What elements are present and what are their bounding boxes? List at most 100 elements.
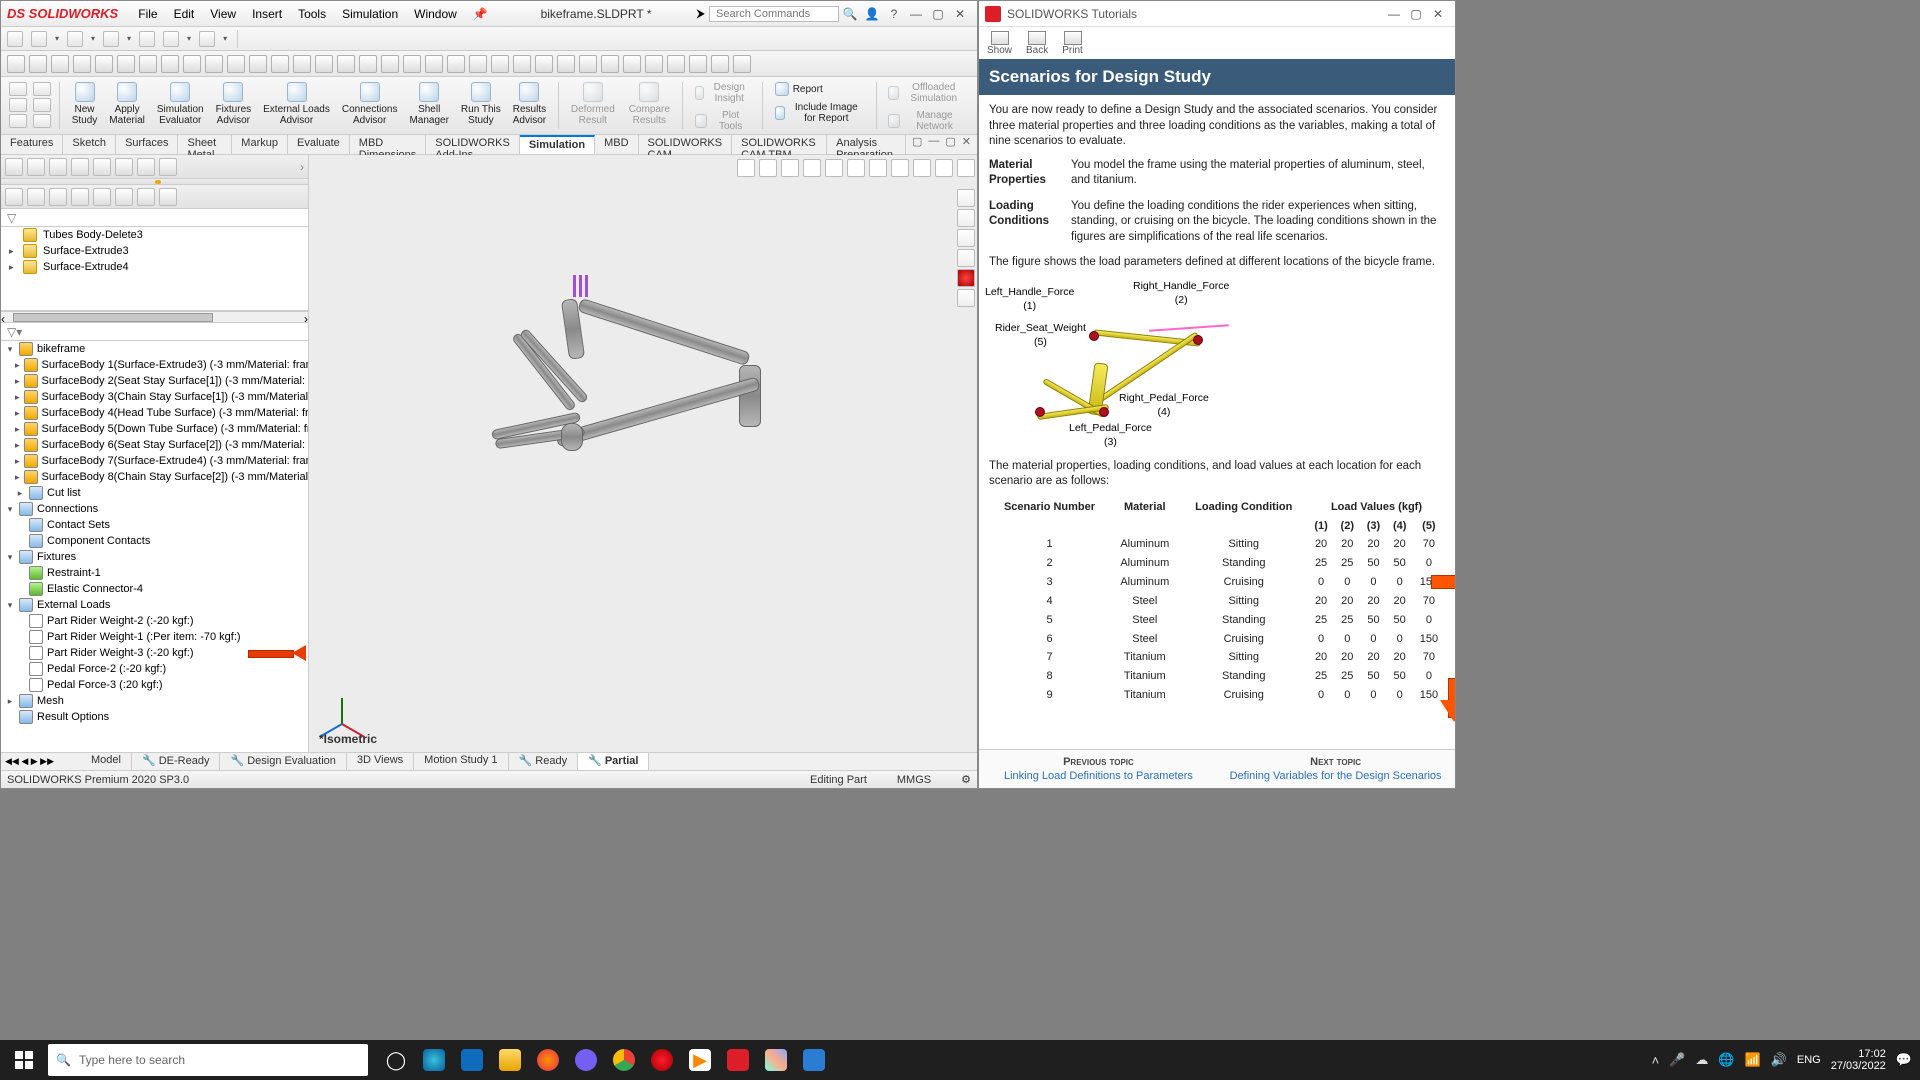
explorer-icon[interactable] (492, 1040, 528, 1080)
minimize-button[interactable]: — (905, 7, 927, 21)
rb-gear2-icon[interactable] (33, 114, 51, 128)
connections-node[interactable]: ▾Connections (1, 501, 308, 517)
tray-clock[interactable]: 17:02 27/03/2022 (1831, 1048, 1886, 1072)
tab-features[interactable]: Features (1, 135, 63, 154)
vp-icon[interactable] (891, 159, 909, 177)
load-node[interactable]: Part Rider Weight-3 (:-20 kgf:) (1, 645, 308, 661)
menu-simulation[interactable]: Simulation (334, 7, 406, 21)
pnl-icon[interactable] (137, 188, 155, 206)
pnl-icon[interactable] (159, 188, 177, 206)
tb-icon[interactable] (667, 55, 685, 73)
menu-view[interactable]: View (202, 7, 244, 21)
surface-body-node[interactable]: ▸SurfaceBody 6(Seat Stay Surface[2]) (-3… (1, 437, 308, 453)
mesh-node[interactable]: ▸Mesh (1, 693, 308, 709)
rb-home-icon[interactable] (9, 82, 27, 96)
rb-open-icon[interactable] (9, 114, 27, 128)
close-button[interactable]: ✕ (949, 7, 971, 21)
bottom-tab-design-evaluation[interactable]: 🔧 Design Evaluation (220, 753, 346, 770)
chrome-icon[interactable] (606, 1040, 642, 1080)
new-doc-icon[interactable] (31, 31, 47, 47)
load-node[interactable]: Part Rider Weight-1 (:Per item: -70 kgf:… (1, 629, 308, 645)
pnl-icon[interactable] (137, 158, 155, 176)
tb-icon[interactable] (29, 55, 47, 73)
design-tree[interactable]: Tubes Body-Delete3▸Surface-Extrude3▸Surf… (1, 227, 308, 311)
pnl-icon[interactable] (5, 158, 23, 176)
tab-solidworks-cam-tbm[interactable]: SOLIDWORKS CAM TBM (732, 135, 827, 154)
bottom-tab-motion-study-1[interactable]: Motion Study 1 (414, 753, 508, 770)
tb-icon[interactable] (425, 55, 443, 73)
tb-icon[interactable] (205, 55, 223, 73)
pnl-icon[interactable] (159, 158, 177, 176)
maximize-button[interactable]: ▢ (927, 7, 949, 21)
bottom-tab-ready[interactable]: 🔧 Ready (509, 753, 579, 770)
contact-sets-node[interactable]: Contact Sets (1, 517, 308, 533)
tb-icon[interactable] (249, 55, 267, 73)
connections-advisor-button[interactable]: Connections Advisor (336, 80, 404, 131)
tb-icon[interactable] (51, 55, 69, 73)
pnl-icon[interactable] (115, 158, 133, 176)
tb-icon[interactable] (227, 55, 245, 73)
tray-notifications-icon[interactable]: 💬 (1896, 1052, 1912, 1068)
tray-network-icon[interactable]: 🌐 (1718, 1052, 1734, 1068)
help-icon[interactable]: ? (883, 7, 905, 21)
tut-close-button[interactable]: ✕ (1427, 7, 1449, 21)
status-units[interactable]: MMGS (897, 774, 931, 786)
mail-icon[interactable] (454, 1040, 490, 1080)
tab-mbd[interactable]: MBD (595, 135, 638, 154)
tab-solidworks-add-ins[interactable]: SOLIDWORKS Add-Ins (426, 135, 520, 154)
elastic-connector-node[interactable]: Elastic Connector-4 (1, 581, 308, 597)
tb-icon[interactable] (601, 55, 619, 73)
tb-icon[interactable] (491, 55, 509, 73)
bottom-tab-model[interactable]: Model (81, 753, 132, 770)
external-loads-node[interactable]: ▾External Loads (1, 597, 308, 613)
tab-sketch[interactable]: Sketch (63, 135, 116, 154)
tb-icon[interactable] (183, 55, 201, 73)
command-search-input[interactable] (709, 6, 839, 22)
tb-icon[interactable] (469, 55, 487, 73)
taskbar-search[interactable]: 🔍 Type here to search (48, 1044, 368, 1076)
tb-icon[interactable] (645, 55, 663, 73)
vp-icon[interactable] (737, 159, 755, 177)
surface-body-node[interactable]: ▸SurfaceBody 1(Surface-Extrude3) (-3 mm/… (1, 357, 308, 373)
print-icon[interactable] (139, 31, 155, 47)
surface-body-node[interactable]: ▸SurfaceBody 2(Seat Stay Surface[1]) (-3… (1, 373, 308, 389)
vp-side-icon[interactable] (957, 229, 975, 247)
tree-root[interactable]: ▾bikeframe (1, 341, 308, 357)
save-icon[interactable] (103, 31, 119, 47)
undo-icon[interactable] (199, 31, 215, 47)
filter-icon[interactable]: ▽ (7, 211, 16, 225)
tb-icon[interactable] (95, 55, 113, 73)
feature-item[interactable]: ▸Surface-Extrude3 (1, 243, 308, 259)
vp-side-icon[interactable] (957, 269, 975, 287)
tb-icon[interactable] (271, 55, 289, 73)
viber-icon[interactable] (568, 1040, 604, 1080)
vp-side-icon[interactable] (957, 209, 975, 227)
menu-file[interactable]: File (130, 7, 165, 21)
tab-evaluate[interactable]: Evaluate (288, 135, 350, 154)
pnl-icon[interactable] (115, 188, 133, 206)
search-toggle-icon[interactable]: ⮞ (696, 6, 705, 21)
load-node[interactable]: Pedal Force-2 (:-20 kgf:) (1, 661, 308, 677)
tb-icon[interactable] (403, 55, 421, 73)
load-node[interactable]: Pedal Force-3 (:20 kgf:) (1, 677, 308, 693)
run-study-button[interactable]: Run This Study (455, 80, 507, 131)
rb-gear-icon[interactable] (33, 98, 51, 112)
filter-icon[interactable]: ▽▾ (7, 325, 22, 339)
fixtures-node[interactable]: ▾Fixtures (1, 549, 308, 565)
menu-pin-icon[interactable]: 📌 (465, 7, 496, 21)
prev-topic-link[interactable]: Linking Load Definitions to Parameters (989, 770, 1208, 782)
help-user-icon[interactable]: 👤 (861, 7, 883, 21)
pnl-icon[interactable] (93, 188, 111, 206)
tb-icon[interactable] (447, 55, 465, 73)
firefox-icon[interactable] (530, 1040, 566, 1080)
pnl-icon[interactable] (49, 188, 67, 206)
vp-icon[interactable] (825, 159, 843, 177)
graphics-viewport[interactable]: *Isometric (309, 155, 977, 752)
tut-print-button[interactable]: Print (1062, 31, 1083, 56)
options-icon[interactable] (163, 31, 179, 47)
report-button[interactable]: Report (769, 80, 870, 98)
tb-icon[interactable] (315, 55, 333, 73)
tab-simulation[interactable]: Simulation (520, 135, 595, 154)
mdi-icon[interactable]: ▢ (912, 135, 922, 154)
mdi-close-icon[interactable]: ✕ (962, 135, 971, 154)
